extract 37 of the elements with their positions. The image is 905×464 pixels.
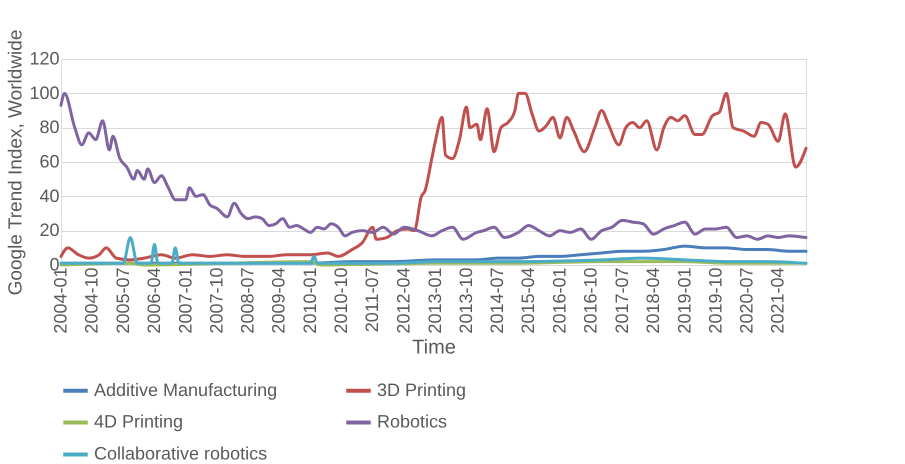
legend-label: Robotics — [377, 412, 448, 432]
line-series — [60, 236, 808, 265]
x-tick-label: 2018-04 — [642, 268, 663, 334]
x-tick-label: 2015-04 — [518, 268, 538, 334]
x-tick-label: 2020-07 — [736, 268, 757, 334]
legend-label: Collaborative robotics — [94, 444, 268, 464]
x-tick-label: 2007-10 — [206, 268, 226, 334]
x-tick-label: 2006-04 — [144, 268, 164, 334]
x-tick-label: 2021-04 — [768, 268, 788, 334]
y-tick-label: 120 — [29, 48, 60, 68]
x-tick-label: 2010-01 — [300, 268, 320, 334]
x-tick-label: 2013-01 — [424, 268, 445, 334]
x-axis-title: Time — [412, 336, 456, 359]
x-tick-label: 2019-01 — [674, 268, 694, 334]
x-tick-label: 2014-07 — [486, 268, 507, 334]
x-tick-label: 2010-10 — [331, 268, 352, 334]
y-tick-label: 80 — [39, 117, 60, 138]
x-tick-label: 2012-04 — [394, 268, 414, 334]
x-tick-label: 2008-07 — [238, 268, 258, 334]
x-tick-label: 2017-07 — [612, 268, 632, 334]
x-tick-label: 2016-01 — [549, 268, 570, 334]
x-tick-label: 2016-10 — [580, 268, 601, 334]
y-tick-label: 60 — [39, 152, 60, 172]
y-tick-label: 20 — [39, 220, 60, 240]
x-tick-label: 2007-01 — [175, 268, 196, 334]
y-tick-label: 100 — [29, 82, 60, 103]
x-tick-label: 2004-10 — [82, 268, 102, 334]
legend-label: Additive Manufacturing — [94, 380, 278, 400]
x-tick-label: 2011-07 — [362, 268, 382, 332]
y-tick-label: 40 — [39, 186, 60, 206]
legend-label: 4D Printing — [94, 412, 184, 432]
x-tick-label: 2013-10 — [456, 268, 476, 334]
y-axis-title: Google Trend Index, Worldwide — [5, 30, 26, 296]
x-tick-label: 2005-07 — [112, 268, 133, 334]
x-tick-label: 2019-10 — [705, 268, 726, 334]
x-tick-label: 2009-04 — [268, 268, 289, 334]
legend-label: 3D Printing — [377, 380, 466, 400]
